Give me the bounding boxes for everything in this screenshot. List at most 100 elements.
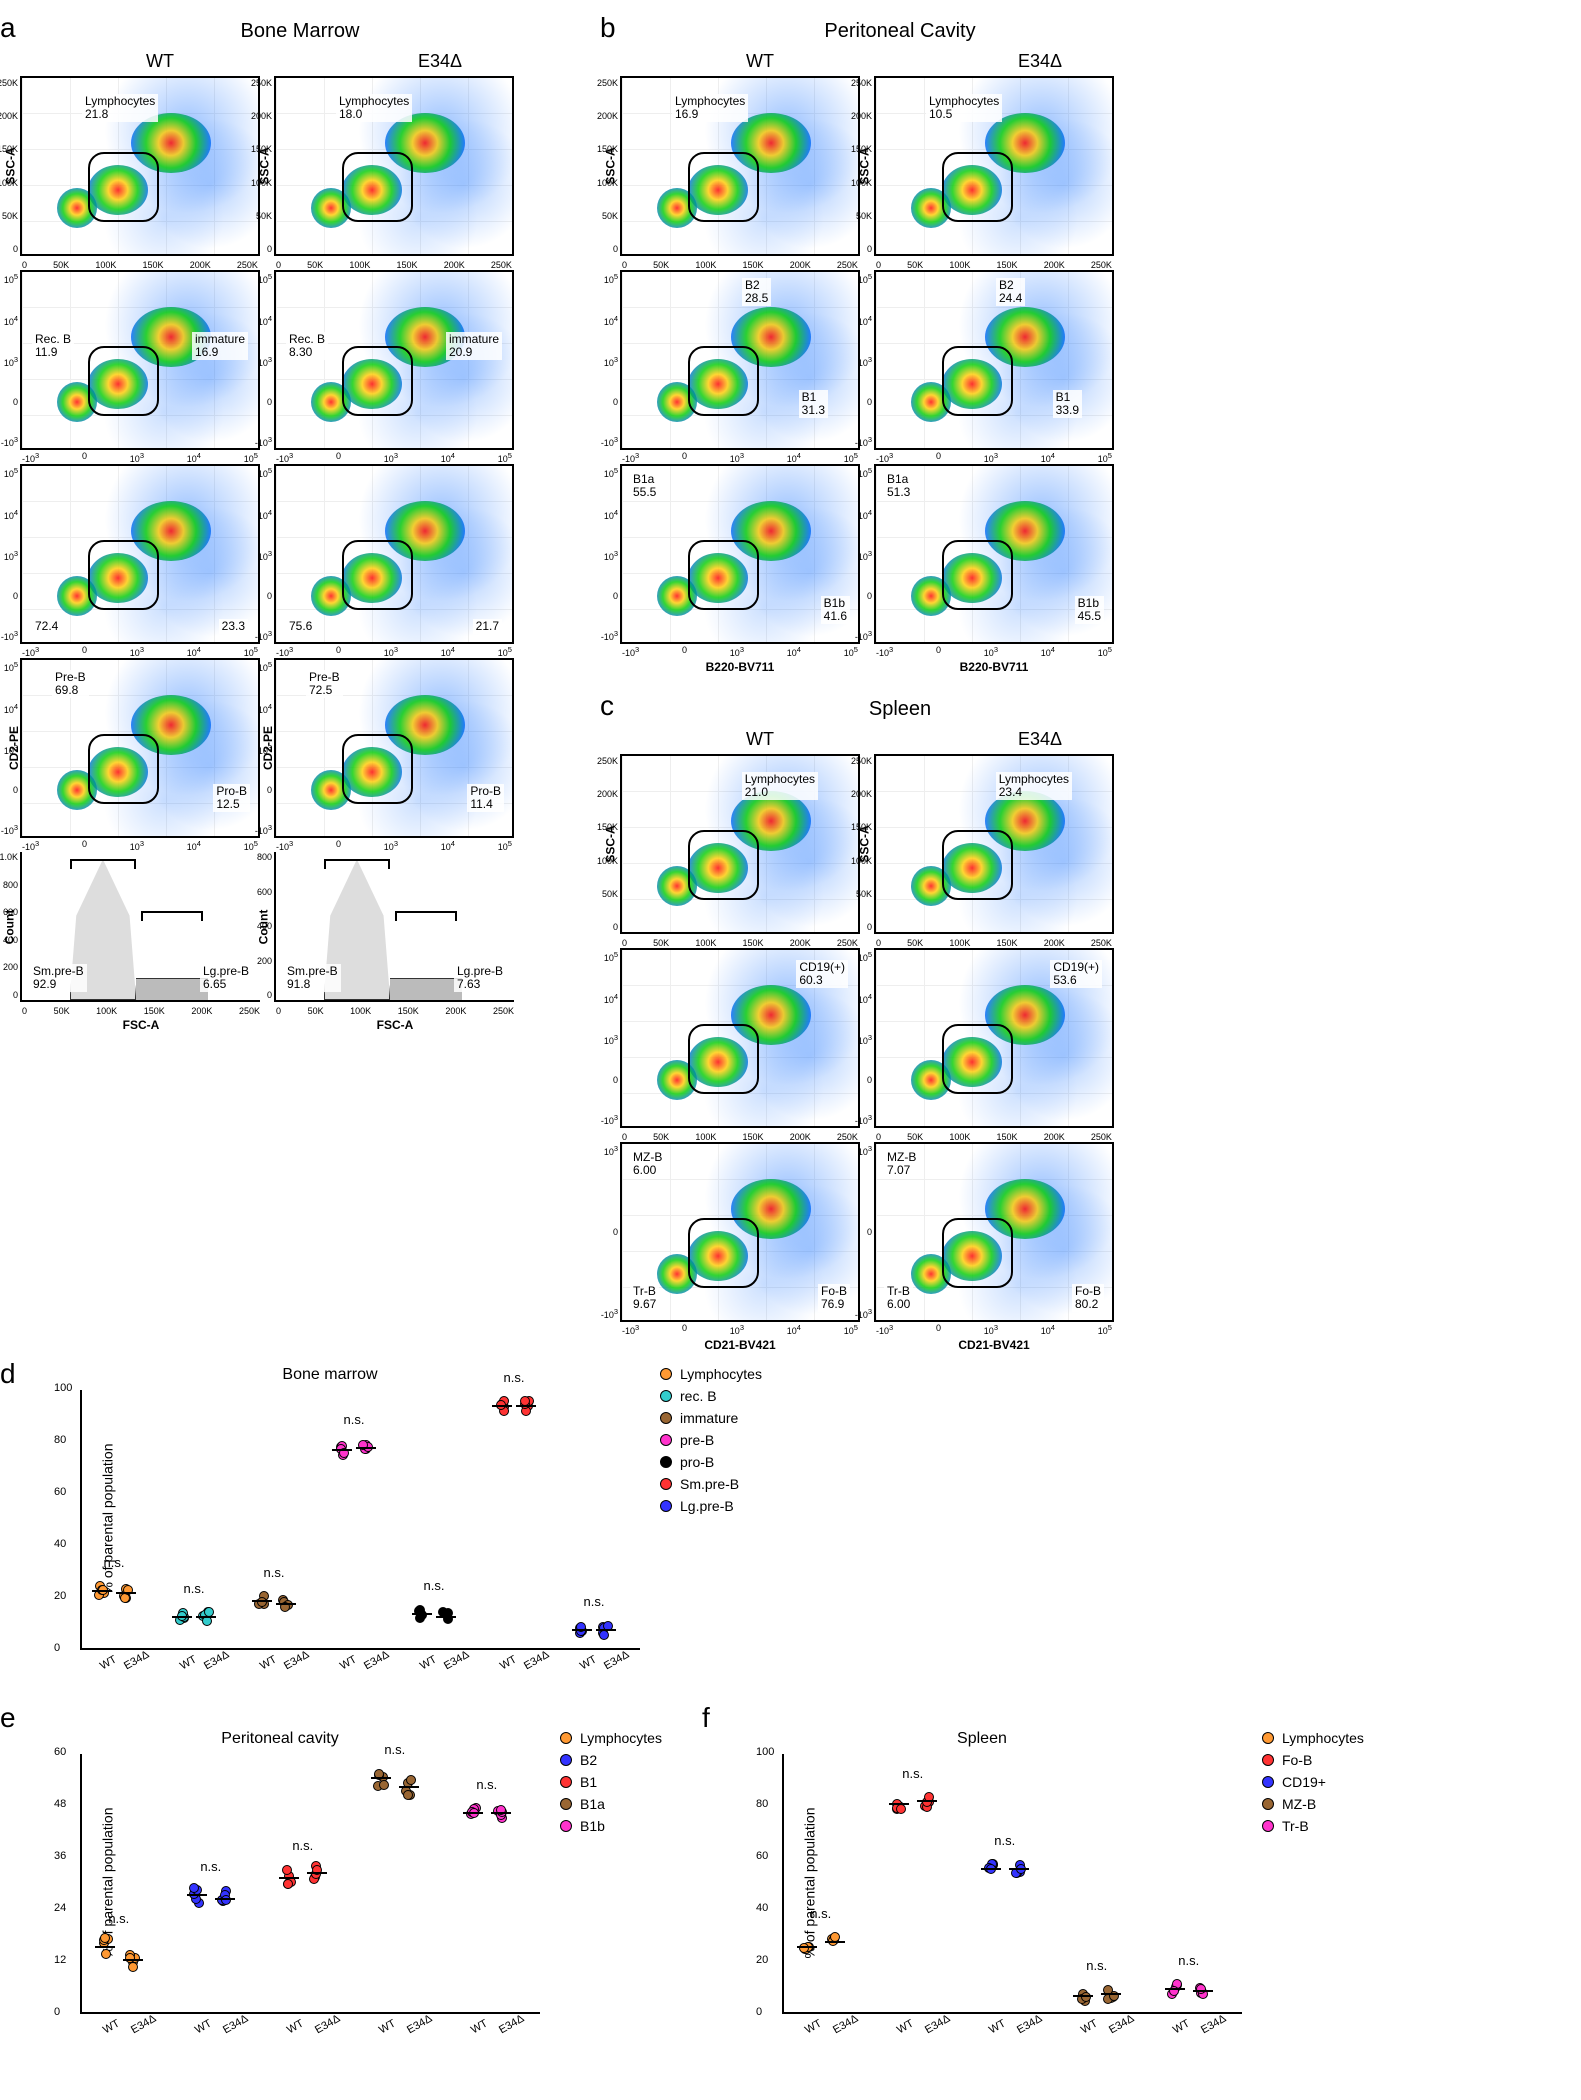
gate-label: B133.9	[1053, 390, 1082, 418]
x-tick: WT	[1079, 2017, 1100, 2036]
legend-label: Fo-B	[1282, 1752, 1312, 1768]
x-tick: E34Δ	[923, 2013, 952, 2037]
gate-label: Lymphocytes18.0	[336, 94, 412, 122]
y-tick: 0	[54, 2006, 60, 2018]
x-tick: WT	[285, 2017, 306, 2036]
x-tick: E34Δ	[1015, 2013, 1044, 2037]
sig-label: n.s.	[994, 1833, 1015, 1848]
gate	[688, 346, 759, 416]
scatter-plot: B224.4B133.91051041030-103-1030103104105…	[874, 270, 1114, 450]
legend-item: Sm.pre-B	[660, 1476, 762, 1492]
gate	[88, 540, 159, 610]
legend-swatch	[660, 1478, 672, 1490]
x-tick: E34Δ	[362, 1649, 391, 1673]
x-tick: WT	[1171, 2017, 1192, 2036]
y-tick: 48	[54, 1798, 66, 1810]
panel-b-label: b	[600, 12, 616, 44]
x-tick: WT	[98, 1653, 119, 1672]
y-tick: 20	[54, 1590, 66, 1602]
panel-a-col-e34: E34Δ	[300, 51, 580, 72]
x-tick: WT	[193, 2017, 214, 2036]
mean-bar	[889, 1803, 909, 1805]
mean-bar	[1009, 1868, 1029, 1870]
legend-item: B2	[560, 1752, 662, 1768]
x-tick: E34Δ	[1199, 2013, 1228, 2037]
y-tick: 12	[54, 1954, 66, 1966]
gate-label: Tr-B6.00	[884, 1284, 913, 1312]
scatter-plot: Lymphocytes18.0250K200K150K100K50K0050K1…	[274, 76, 514, 256]
legend-item: Lymphocytes	[660, 1366, 762, 1382]
x-tick: E34Δ	[313, 2013, 342, 2037]
gate-label: Lymphocytes21.8	[82, 94, 158, 122]
x-tick: WT	[987, 2017, 1008, 2036]
gate-label: Rec. B11.9	[32, 332, 74, 360]
data-point	[189, 1883, 199, 1893]
legend-item: B1b	[560, 1818, 662, 1834]
data-point	[101, 1949, 111, 1959]
plot-row: SSC-ALymphocytes21.8250K200K150K100K50K0…	[20, 76, 580, 256]
gate-label: MZ-B7.07	[884, 1150, 919, 1178]
data-point	[128, 1962, 138, 1972]
data-point	[599, 1630, 609, 1640]
data-point	[406, 1775, 416, 1785]
mean-bar	[596, 1629, 616, 1631]
sig-label: n.s.	[584, 1594, 605, 1609]
gate-label: Lymphocytes10.5	[926, 94, 1002, 122]
gate-label: Pro-B11.4	[467, 784, 504, 812]
legend-swatch	[1262, 1754, 1274, 1766]
panel-d: d Bone marrow % of parental population 0…	[20, 1366, 1561, 1690]
legend-swatch	[560, 1798, 572, 1810]
panel-c-title: Spleen	[620, 698, 1180, 721]
mean-bar	[92, 1590, 112, 1592]
legend-swatch	[660, 1412, 672, 1424]
panel-d-ylabel: % of parental population	[100, 1444, 116, 1595]
gate	[342, 734, 413, 804]
mean-bar	[981, 1868, 1001, 1870]
panel-d-label: d	[0, 1358, 16, 1390]
legend-item: Tr-B	[1262, 1818, 1364, 1834]
y-tick: 100	[756, 1746, 774, 1758]
data-point	[896, 1804, 906, 1814]
gate	[942, 830, 1013, 900]
axis-x-label: FSC-A	[377, 1018, 414, 1032]
gate-label: 72.4	[32, 619, 61, 634]
mean-bar	[276, 1603, 296, 1605]
plot-row: CD19-BV65072.423.31051041030-103-1030103…	[20, 464, 580, 644]
panel-a: a Bone Marrow WT E34Δ SSC-ALymphocytes21…	[20, 20, 580, 1336]
panel-c-col-e34: E34Δ	[900, 729, 1180, 750]
legend-item: pro-B	[660, 1454, 762, 1470]
gate-label: B1a51.3	[884, 472, 913, 500]
legend-label: Lymphocytes	[680, 1366, 762, 1382]
x-tick: E34Δ	[122, 1649, 151, 1673]
y-tick: 20	[756, 1954, 768, 1966]
gate-label: Lymphocytes16.9	[672, 94, 748, 122]
gate-label: B1b45.5	[1075, 596, 1104, 624]
x-tick: WT	[418, 1653, 439, 1672]
legend-swatch	[660, 1500, 672, 1512]
legend-item: pre-B	[660, 1432, 762, 1448]
axis-x-label: FSC-A	[123, 1018, 160, 1032]
figure-root: a Bone Marrow WT E34Δ SSC-ALymphocytes21…	[20, 20, 1561, 2054]
sig-label: n.s.	[810, 1906, 831, 1921]
scatter-plot: Lymphocytes23.4250K200K150K100K50K0050K1…	[874, 754, 1114, 934]
y-tick: 0	[756, 2006, 762, 2018]
plot-row: CD23-BV786MZ-B6.00Tr-B9.67Fo-B76.91030-1…	[620, 1142, 1180, 1322]
sig-label: n.s.	[344, 1412, 365, 1427]
mean-bar	[572, 1629, 592, 1631]
x-tick: WT	[101, 2017, 122, 2036]
legend-swatch	[660, 1456, 672, 1468]
gate-label: 21.7	[473, 619, 502, 634]
mean-bar	[95, 1946, 115, 1948]
y-tick: 0	[54, 1642, 60, 1654]
gate-label: B228.5	[742, 278, 771, 306]
sig-label: n.s.	[902, 1766, 923, 1781]
legend-label: B2	[580, 1752, 597, 1768]
gate-label: Pre-B69.8	[52, 670, 89, 698]
plot-row: SSC-ALymphocytes16.9250K200K150K100K50K0…	[620, 76, 1180, 256]
gate-label: Sm.pre-B91.8	[284, 964, 341, 992]
mean-bar	[1193, 1990, 1213, 1992]
mean-bar	[412, 1613, 432, 1615]
x-tick: E34Δ	[831, 2013, 860, 2037]
mean-bar	[187, 1894, 207, 1896]
mean-bar	[215, 1898, 235, 1900]
